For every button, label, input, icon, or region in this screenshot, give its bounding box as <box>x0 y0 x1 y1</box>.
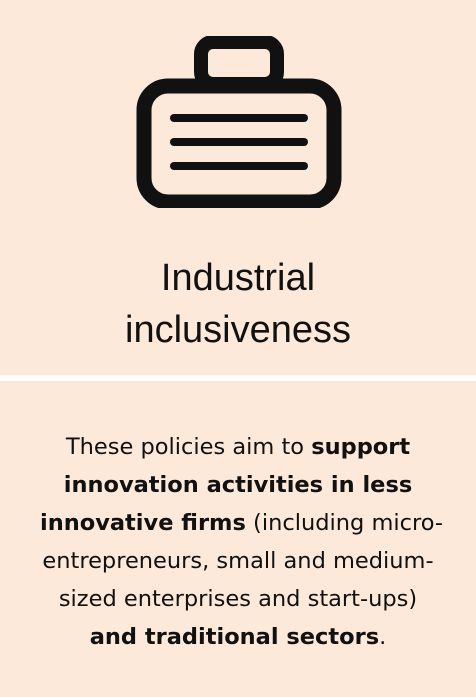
description-bold-text: innovation activities in less <box>63 472 413 498</box>
description-text: (including micro- <box>245 510 444 536</box>
briefcase-icon <box>136 36 342 208</box>
description-line: entrepreneurs, small and medium- <box>40 542 436 580</box>
description-text: These policies aim to <box>65 434 312 460</box>
card-title-line: Industrial <box>160 257 316 299</box>
description-line: innovative firms (including micro- <box>40 504 443 542</box>
description-line: innovation activities in less <box>40 466 436 504</box>
description-line: sized enterprises and start-ups) <box>40 580 436 618</box>
description-bold-text: and traditional sectors <box>89 624 380 650</box>
description-text: . <box>379 624 387 650</box>
card-description: These policies aim to support innovation … <box>40 428 443 656</box>
description-panel <box>0 381 476 697</box>
description-line: These policies aim to support <box>40 428 436 466</box>
card-title: Industrial inclusiveness <box>0 252 476 356</box>
card-title-line: inclusiveness <box>125 309 351 351</box>
description-bold-text: support <box>311 434 411 460</box>
description-line: and traditional sectors. <box>40 618 436 656</box>
description-text: entrepreneurs, small and medium- <box>42 548 434 574</box>
description-bold-text: innovative firms <box>40 510 246 536</box>
title-panel: Industrial inclusiveness <box>0 0 476 375</box>
description-text: sized enterprises and start-ups) <box>58 586 418 612</box>
